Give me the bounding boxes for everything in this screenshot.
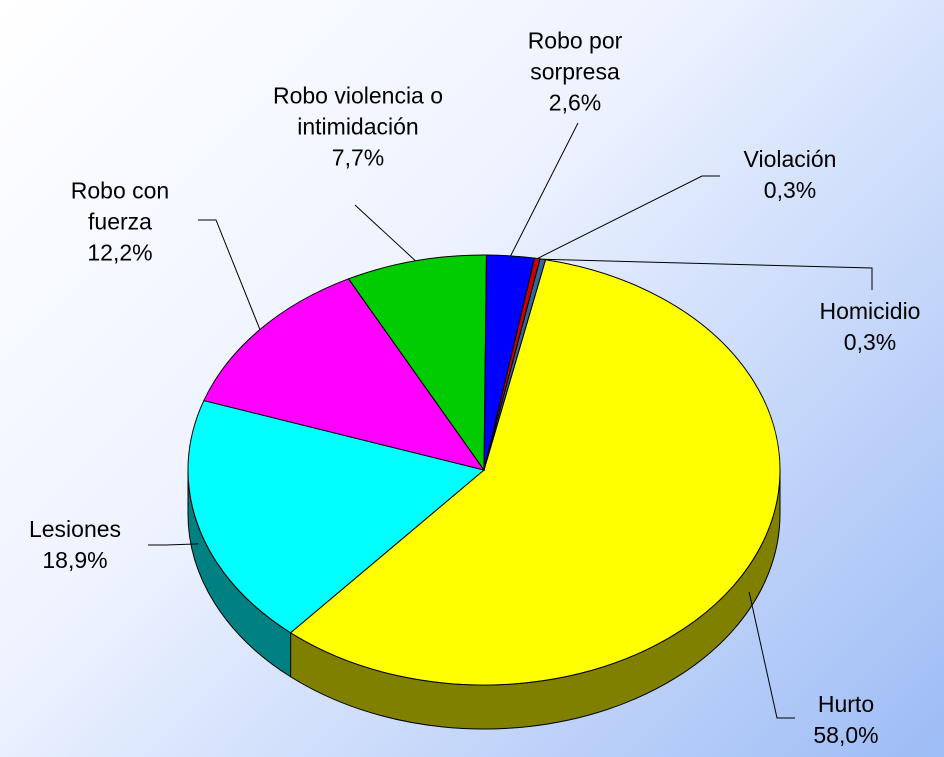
data-label: Hurto 58,0% xyxy=(791,689,901,751)
leader-line xyxy=(148,543,199,546)
category-label: Lesiones xyxy=(28,516,122,542)
slice xyxy=(347,254,487,472)
data-label: Robo con fuerza 12,2% xyxy=(60,176,180,269)
category-label: Robo por sorpresa xyxy=(527,27,623,85)
data-label: Robo violencia o intimidación 7,7% xyxy=(243,81,473,174)
data-label: Lesiones 18,9% xyxy=(10,514,140,576)
category-label: Homicidio xyxy=(819,298,921,324)
leader-line xyxy=(748,591,795,719)
value-label: 18,9% xyxy=(42,547,108,573)
value-label: 12,2% xyxy=(87,239,153,266)
value-label: 0,3% xyxy=(843,329,897,355)
category-label: Hurto xyxy=(817,691,875,717)
category-label: Violación xyxy=(743,146,837,172)
leader-line xyxy=(354,204,416,262)
data-label: Robo por sorpresa 2,6% xyxy=(510,26,640,119)
value-label: 2,6% xyxy=(548,89,602,116)
leader-line xyxy=(510,122,579,257)
value-label: 7,7% xyxy=(331,144,385,171)
data-label: Violación 0,3% xyxy=(720,144,860,206)
category-label: Robo con fuerza xyxy=(70,177,170,235)
leader-line xyxy=(537,175,720,259)
value-label: 0,3% xyxy=(763,177,817,203)
leader-line xyxy=(542,258,873,290)
slice xyxy=(187,399,486,634)
data-label: Homicidio 0,3% xyxy=(795,296,944,358)
slice xyxy=(289,259,781,686)
leader-line xyxy=(198,219,261,330)
category-label: Robo violencia o intimidación xyxy=(272,82,444,140)
value-label: 58,0% xyxy=(813,722,879,748)
